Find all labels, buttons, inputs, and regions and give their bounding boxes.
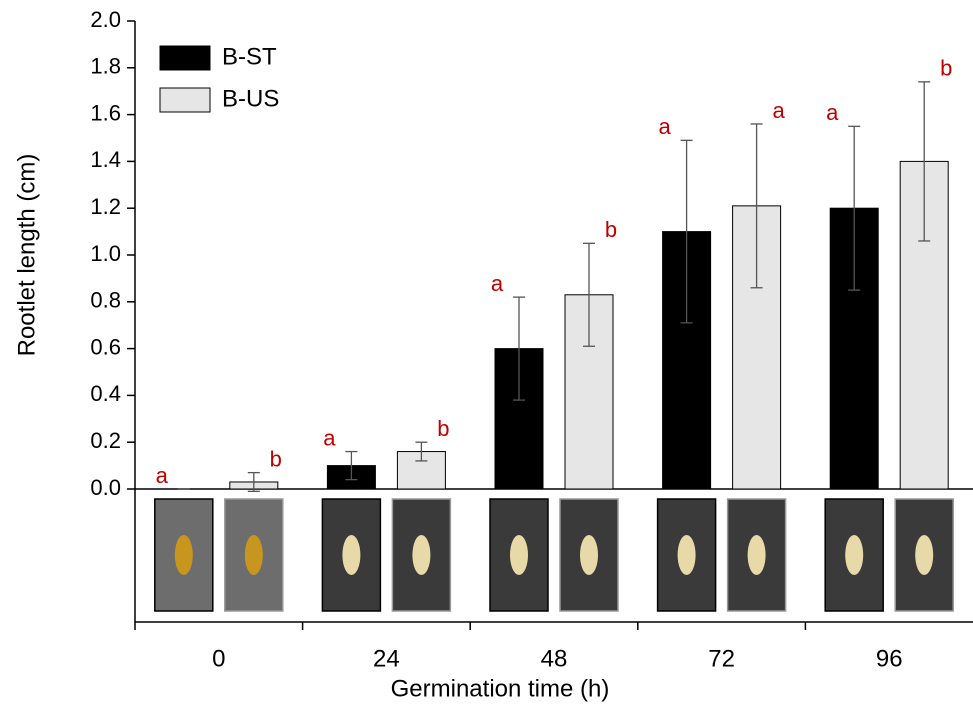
seed <box>845 535 864 575</box>
error-bar <box>583 242 595 347</box>
x-tick-label: 24 <box>373 645 400 672</box>
significance-letter: b <box>940 56 952 81</box>
significance-letter: a <box>323 425 336 450</box>
x-tick-label: 96 <box>876 645 903 672</box>
error-bar <box>750 123 763 289</box>
significance-letter: b <box>437 416 449 441</box>
x-tick-label: 72 <box>708 645 735 672</box>
significance-letter: a <box>826 100 839 125</box>
y-tick-label: 1.8 <box>90 54 121 79</box>
error-bar <box>918 81 931 242</box>
y-tick-label: 0.2 <box>90 428 121 453</box>
seed <box>342 535 361 575</box>
seed <box>915 535 934 575</box>
seed <box>412 535 431 575</box>
x-tick-label: 0 <box>212 645 225 672</box>
error-bar <box>848 125 861 291</box>
legend-label: B-US <box>222 85 279 112</box>
y-tick-label: 0.4 <box>90 381 121 406</box>
y-tick-label: 1.4 <box>90 147 121 172</box>
error-bar <box>415 441 428 462</box>
y-tick-label: 0.6 <box>90 334 121 359</box>
seed <box>244 535 263 575</box>
legend-label: B-ST <box>222 43 277 70</box>
y-tick-label: 0.0 <box>90 475 121 500</box>
y-tick-label: 1.6 <box>90 100 121 125</box>
x-axis-label: Germination time (h) <box>391 675 610 702</box>
seed <box>677 535 696 575</box>
error-bar <box>513 296 525 401</box>
seed <box>580 535 598 575</box>
legend-swatch <box>159 45 211 71</box>
y-axis-label: Rootlet length (cm) <box>13 154 40 357</box>
significance-letter: a <box>772 98 785 123</box>
x-tick-label: 48 <box>541 645 568 672</box>
y-tick-label: 0.8 <box>90 288 121 313</box>
seed <box>510 535 528 575</box>
legend-swatch <box>159 87 211 113</box>
error-bar <box>680 139 693 324</box>
significance-letter: a <box>156 463 169 488</box>
y-tick-label: 1.2 <box>90 194 121 219</box>
significance-letter: b <box>605 217 617 242</box>
seed <box>174 535 193 575</box>
error-bar <box>345 450 358 481</box>
significance-letter: a <box>658 114 671 139</box>
y-tick-label: 1.0 <box>90 241 121 266</box>
significance-letter: a <box>491 271 504 296</box>
y-tick-label: 2.0 <box>90 7 121 32</box>
significance-letter: b <box>270 446 282 471</box>
error-bar <box>247 471 260 492</box>
seed <box>747 535 766 575</box>
